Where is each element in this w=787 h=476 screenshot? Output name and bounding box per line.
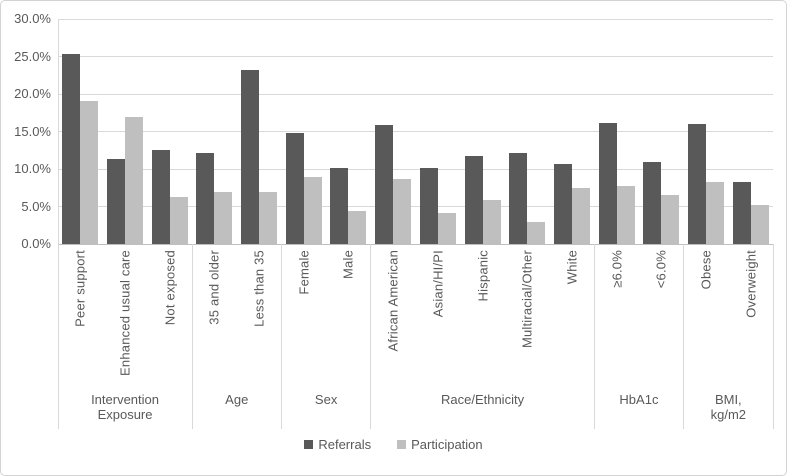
legend-label-participation: Participation <box>411 437 483 452</box>
legend-item-referrals: Referrals <box>304 437 371 452</box>
bar-participation-6 <box>348 211 367 244</box>
bar-participation-4 <box>259 191 278 244</box>
bar-participation-10 <box>527 221 546 244</box>
bar-participation-11 <box>571 187 590 244</box>
legend: Referrals Participation <box>1 437 786 452</box>
bar-participation-13 <box>661 195 680 244</box>
bar-referrals-15 <box>732 181 751 244</box>
category-label: Peer support <box>72 250 88 327</box>
category-label: Obese <box>698 250 714 290</box>
y-tick-label: 20.0% <box>14 86 51 101</box>
bar-referrals-2 <box>151 150 170 244</box>
bar-participation-1 <box>125 117 144 244</box>
bar-participation-3 <box>214 192 233 244</box>
participation-legend-swatch-icon <box>397 440 407 449</box>
bar-referrals-10 <box>509 153 528 244</box>
x-axis-line <box>58 243 773 245</box>
group-separator <box>772 244 774 429</box>
group-label-line: Exposure <box>97 407 153 422</box>
gridline <box>58 206 773 207</box>
y-tick-label: 5.0% <box>21 198 51 214</box>
y-tick-label: 10.0% <box>14 161 51 176</box>
bar-referrals-4 <box>241 70 260 244</box>
category-label: Hispanic <box>475 250 491 302</box>
bar-referrals-11 <box>553 163 572 244</box>
legend-label-referrals: Referrals <box>318 437 372 452</box>
group-label-line: Age <box>225 392 249 407</box>
y-tick-label: 30.0% <box>14 11 51 26</box>
group-label: Sex <box>281 392 370 407</box>
bar-referrals-6 <box>330 167 349 244</box>
category-label: Enhanced usual care <box>117 250 133 376</box>
bar-referrals-0 <box>62 53 81 244</box>
group-label-line: Race/Ethnicity <box>440 392 525 407</box>
gridline <box>58 56 773 57</box>
category-label: White <box>564 250 580 285</box>
gridline <box>58 131 773 132</box>
bar-participation-8 <box>437 212 456 244</box>
group-label-line: Sex <box>314 392 338 407</box>
bar-participation-0 <box>80 100 99 244</box>
bar-participation-9 <box>482 199 501 244</box>
bar-referrals-8 <box>419 167 438 244</box>
bar-referrals-13 <box>643 161 662 244</box>
group-separator <box>593 244 595 429</box>
group-label-line: BMI, <box>714 392 742 407</box>
group-label-line: Intervention <box>91 392 159 407</box>
y-axis-line <box>57 19 59 244</box>
group-label: HbA1c <box>594 392 683 407</box>
category-label: 35 and older <box>206 250 222 325</box>
bar-referrals-14 <box>687 124 706 244</box>
y-tick-label: 25.0% <box>14 48 51 64</box>
bar-participation-2 <box>169 196 188 244</box>
legend-item-participation: Participation <box>397 437 483 452</box>
category-label: Female <box>296 250 312 295</box>
category-label: ≥6.0% <box>609 250 625 288</box>
bar-referrals-9 <box>464 155 483 244</box>
referrals-legend-swatch-icon <box>304 440 314 449</box>
category-label: Not exposed <box>162 250 178 326</box>
group-separator <box>57 244 59 429</box>
group-label: Intervention Exposure <box>58 392 192 422</box>
group-label: Race/Ethnicity <box>371 392 594 407</box>
bar-referrals-3 <box>196 153 215 244</box>
group-label-line: HbA1c <box>619 392 659 407</box>
bar-participation-7 <box>393 178 412 244</box>
group-separator <box>191 244 193 429</box>
gridline <box>58 93 773 95</box>
gridline <box>58 18 773 20</box>
category-label: African American <box>385 250 401 352</box>
category-label: Male <box>340 250 356 279</box>
group-label-line: kg/m2 <box>710 407 747 422</box>
bar-participation-14 <box>705 181 724 244</box>
category-label: Asian/HI/PI <box>430 250 446 318</box>
category-label: <6.0% <box>653 250 669 289</box>
bar-referrals-5 <box>285 133 304 244</box>
group-separator <box>370 244 372 429</box>
group-separator <box>280 244 282 429</box>
group-label: BMI, kg/m2 <box>684 392 773 422</box>
bar-referrals-7 <box>375 124 394 244</box>
group-label: Age <box>192 392 281 407</box>
category-label: Multiracial/Other <box>519 250 535 349</box>
bar-participation-15 <box>750 205 769 244</box>
bar-referrals-12 <box>598 122 617 244</box>
y-tick-label: 0.0% <box>21 236 51 251</box>
bar-referrals-1 <box>107 159 126 244</box>
gridline <box>58 168 773 170</box>
category-label: Less than 35 <box>251 250 267 327</box>
y-tick-label: 15.0% <box>14 123 51 139</box>
bar-participation-5 <box>303 176 322 244</box>
group-separator <box>683 244 685 429</box>
category-label: Overweight <box>743 250 759 318</box>
bar-participation-12 <box>616 185 635 244</box>
